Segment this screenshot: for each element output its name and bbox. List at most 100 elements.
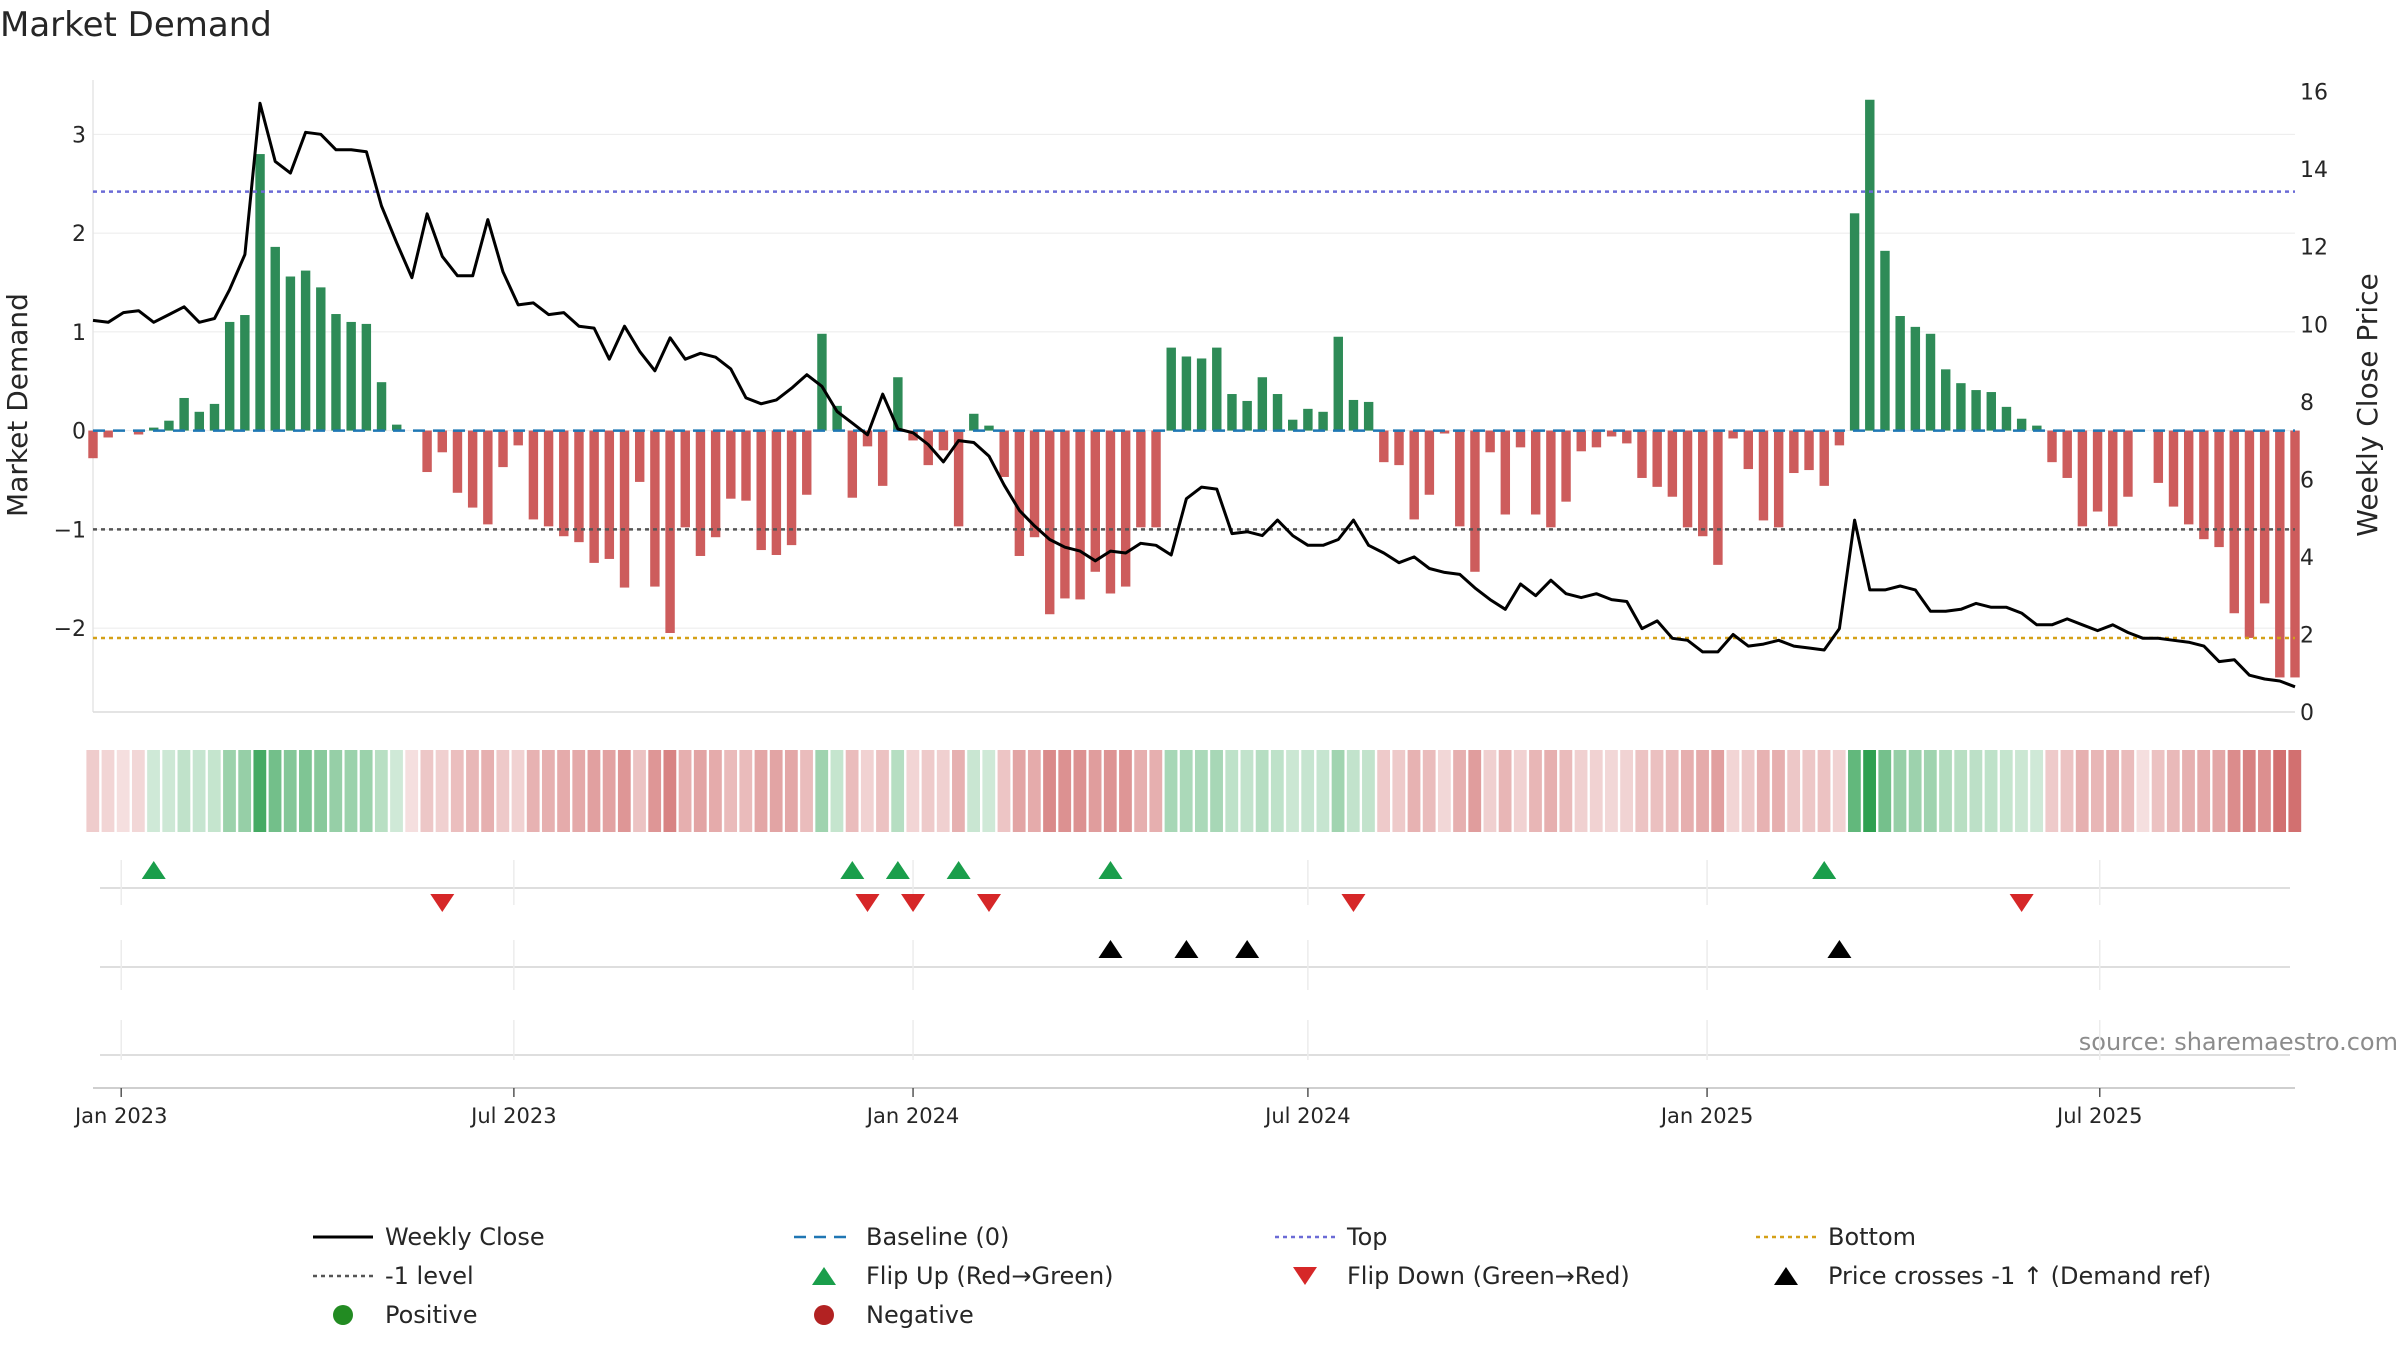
flip-up-marker [1098, 861, 1123, 879]
y-tick-label: −1 [54, 518, 86, 543]
negative-bar [847, 430, 858, 498]
negative-bar [1682, 430, 1693, 528]
heat-cell [997, 750, 1011, 832]
positive-bar [149, 427, 159, 431]
heat-cell [374, 750, 388, 832]
negative-bar [1834, 430, 1845, 446]
negative-bar [1637, 430, 1647, 478]
heat-cell [648, 750, 662, 832]
heat-cell [1817, 750, 1831, 832]
positive-bar [1257, 377, 1268, 431]
negative-bar [680, 430, 690, 528]
positive-bar [1895, 316, 1905, 431]
flip-down-marker [430, 894, 455, 912]
positive-bar [2032, 425, 2042, 431]
heat-cell [238, 750, 252, 832]
heat-cell [2015, 750, 2028, 832]
negative-bar [1652, 430, 1662, 487]
positive-bar [1865, 99, 1875, 431]
negative-bar [88, 430, 98, 459]
heat-cell [1316, 750, 1330, 832]
demand-heat-strip [86, 750, 2302, 832]
heat-cell [1772, 750, 1785, 832]
positive-bar [209, 403, 220, 431]
negative-bar [2047, 430, 2057, 463]
negative-bar [862, 430, 873, 447]
heat-cell [131, 750, 145, 832]
legend-label: Bottom [1828, 1223, 1916, 1251]
negative-bar [574, 430, 584, 543]
negative-bar [741, 430, 751, 501]
positive-bar [1880, 250, 1890, 431]
negative-bar [2229, 430, 2239, 614]
legend-item: Negative [814, 1301, 974, 1329]
heat-cell [1012, 750, 1026, 832]
chart-title: Market Demand [0, 5, 272, 45]
y-axis-label: Market Demand [1, 293, 34, 517]
negative-bar [786, 430, 797, 546]
negative-bar [1485, 430, 1495, 453]
negative-bar [1667, 430, 1678, 497]
y2-tick-label: 4 [2300, 546, 2314, 571]
negative-bar [634, 430, 645, 482]
heat-cell [860, 750, 874, 832]
negative-bar [2108, 430, 2118, 527]
heat-cell [1270, 750, 1284, 832]
legend-swatch [814, 1305, 834, 1325]
heat-cell [2121, 750, 2135, 832]
flip-down-marker [1341, 894, 1366, 912]
heat-cell [1468, 750, 1482, 832]
heat-cell [1999, 750, 2013, 832]
heat-cell [1513, 750, 1527, 832]
signal-panels [100, 860, 2290, 1060]
heat-cell [1635, 750, 1649, 832]
positive-bar [1318, 411, 1328, 431]
x-tick-label: Jul 2023 [469, 1104, 556, 1128]
negative-bar [513, 430, 523, 446]
legend-item: -1 level [313, 1262, 474, 1290]
heat-cell [359, 750, 373, 832]
positive-bar [1941, 369, 1951, 431]
heat-cell [724, 750, 738, 832]
flip-down-marker [855, 894, 880, 912]
positive-bar [2016, 418, 2027, 431]
negative-bar [1546, 430, 1556, 528]
heat-cell [1301, 750, 1315, 832]
heat-cell [1802, 750, 1816, 832]
legend-swatch [812, 1267, 836, 1285]
legend-swatch [1774, 1267, 1798, 1285]
negative-bar [1379, 430, 1389, 463]
heat-cell [496, 750, 510, 832]
heat-cell [739, 750, 753, 832]
positive-bar [164, 420, 174, 431]
heat-cell [1878, 750, 1892, 832]
heat-cell [1422, 750, 1436, 832]
legend-label: Price crosses -1 ↑ (Demand ref) [1828, 1262, 2211, 1290]
positive-bar [2001, 406, 2012, 431]
heat-cell [1848, 750, 1861, 832]
heat-cell [1073, 750, 1087, 832]
legend-label: Positive [385, 1301, 478, 1329]
legend-label: -1 level [385, 1262, 474, 1290]
legend-label: Flip Up (Red→Green) [866, 1262, 1114, 1290]
negative-bar [1424, 430, 1435, 495]
heat-cell [1134, 750, 1148, 832]
x-axis: Jan 2023 Jul 2023 Jan 2024 Jul 2024 Jan 2025… [73, 1087, 2295, 1128]
negative-bar [877, 430, 888, 486]
heat-cell [1088, 750, 1102, 832]
heat-cell [2197, 750, 2211, 832]
heat-cell [405, 750, 419, 832]
negative-bar [1439, 430, 1450, 434]
y-tick-label: 3 [72, 123, 86, 148]
heat-cell [1680, 750, 1694, 832]
negative-bar [2092, 430, 2103, 512]
y2-tick-label: 2 [2300, 623, 2314, 648]
negative-bar [1409, 430, 1419, 520]
legend-item: Bottom [1756, 1223, 1916, 1251]
heat-cell [420, 750, 434, 832]
price-cross-marker [1098, 940, 1123, 958]
flip-up-marker [840, 861, 865, 879]
negative-bar [1151, 430, 1161, 528]
heat-cell [769, 750, 783, 832]
x-tick-label: Jan 2025 [1659, 1104, 1754, 1128]
